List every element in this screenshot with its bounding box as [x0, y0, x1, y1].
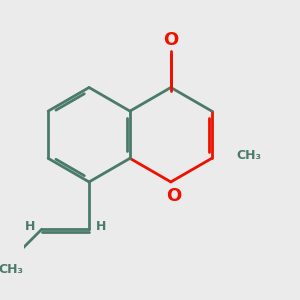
Text: H: H — [24, 220, 35, 233]
Text: O: O — [163, 31, 178, 49]
Text: CH₃: CH₃ — [237, 149, 262, 162]
Text: H: H — [96, 220, 106, 233]
Text: CH₃: CH₃ — [0, 263, 24, 276]
Text: O: O — [166, 187, 181, 205]
